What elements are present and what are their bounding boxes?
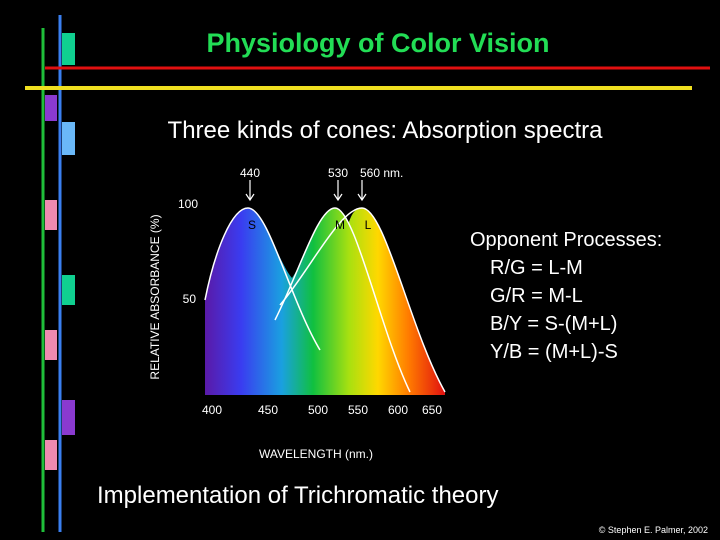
opponent-line: Y/B = (M+L)-S: [490, 341, 618, 363]
x-tick-label: 500: [308, 403, 328, 417]
credit: © Stephen E. Palmer, 2002: [599, 525, 708, 535]
y-tick-label: 50: [183, 292, 197, 306]
peak-label: 530: [328, 166, 348, 180]
curve-label: M: [335, 218, 345, 232]
y-tick-label: 100: [178, 197, 198, 211]
curve-label: S: [248, 218, 256, 232]
opponent-line: R/G = L-M: [490, 257, 583, 279]
s-curve: [204, 207, 321, 351]
m-curve: [274, 207, 411, 393]
x-tick-label: 450: [258, 403, 278, 417]
x-axis-label: WAVELENGTH (nm.): [259, 447, 373, 461]
opponent-line: G/R = M-L: [490, 285, 583, 307]
footer: Implementation of Trichromatic theory: [97, 482, 499, 509]
subtitle: Three kinds of cones: Absorption spectra: [168, 117, 604, 144]
title: Physiology of Color Vision: [206, 28, 549, 58]
peak-arrows: [245, 180, 367, 202]
opponent-processes: Opponent Processes: R/G = L-M G/R = M-L …: [470, 229, 662, 363]
peak-label: 560 nm.: [360, 166, 403, 180]
spectrum-fill: [205, 208, 445, 395]
decoration: [25, 15, 710, 532]
x-tick-label: 400: [202, 403, 222, 417]
x-tick-label: 600: [388, 403, 408, 417]
y-axis-label: RELATIVE ABSORBANCE (%): [148, 214, 162, 379]
spectrum-figure: 440 530 560 nm. S M L 100 50 400 450 500…: [148, 166, 446, 461]
opponent-line: B/Y = S-(M+L): [490, 313, 617, 335]
x-tick-label: 550: [348, 403, 368, 417]
curve-label: L: [365, 218, 372, 232]
peak-label: 440: [240, 166, 260, 180]
l-curve: [279, 207, 446, 393]
x-tick-label: 650: [422, 403, 442, 417]
opponent-heading: Opponent Processes:: [470, 229, 662, 251]
